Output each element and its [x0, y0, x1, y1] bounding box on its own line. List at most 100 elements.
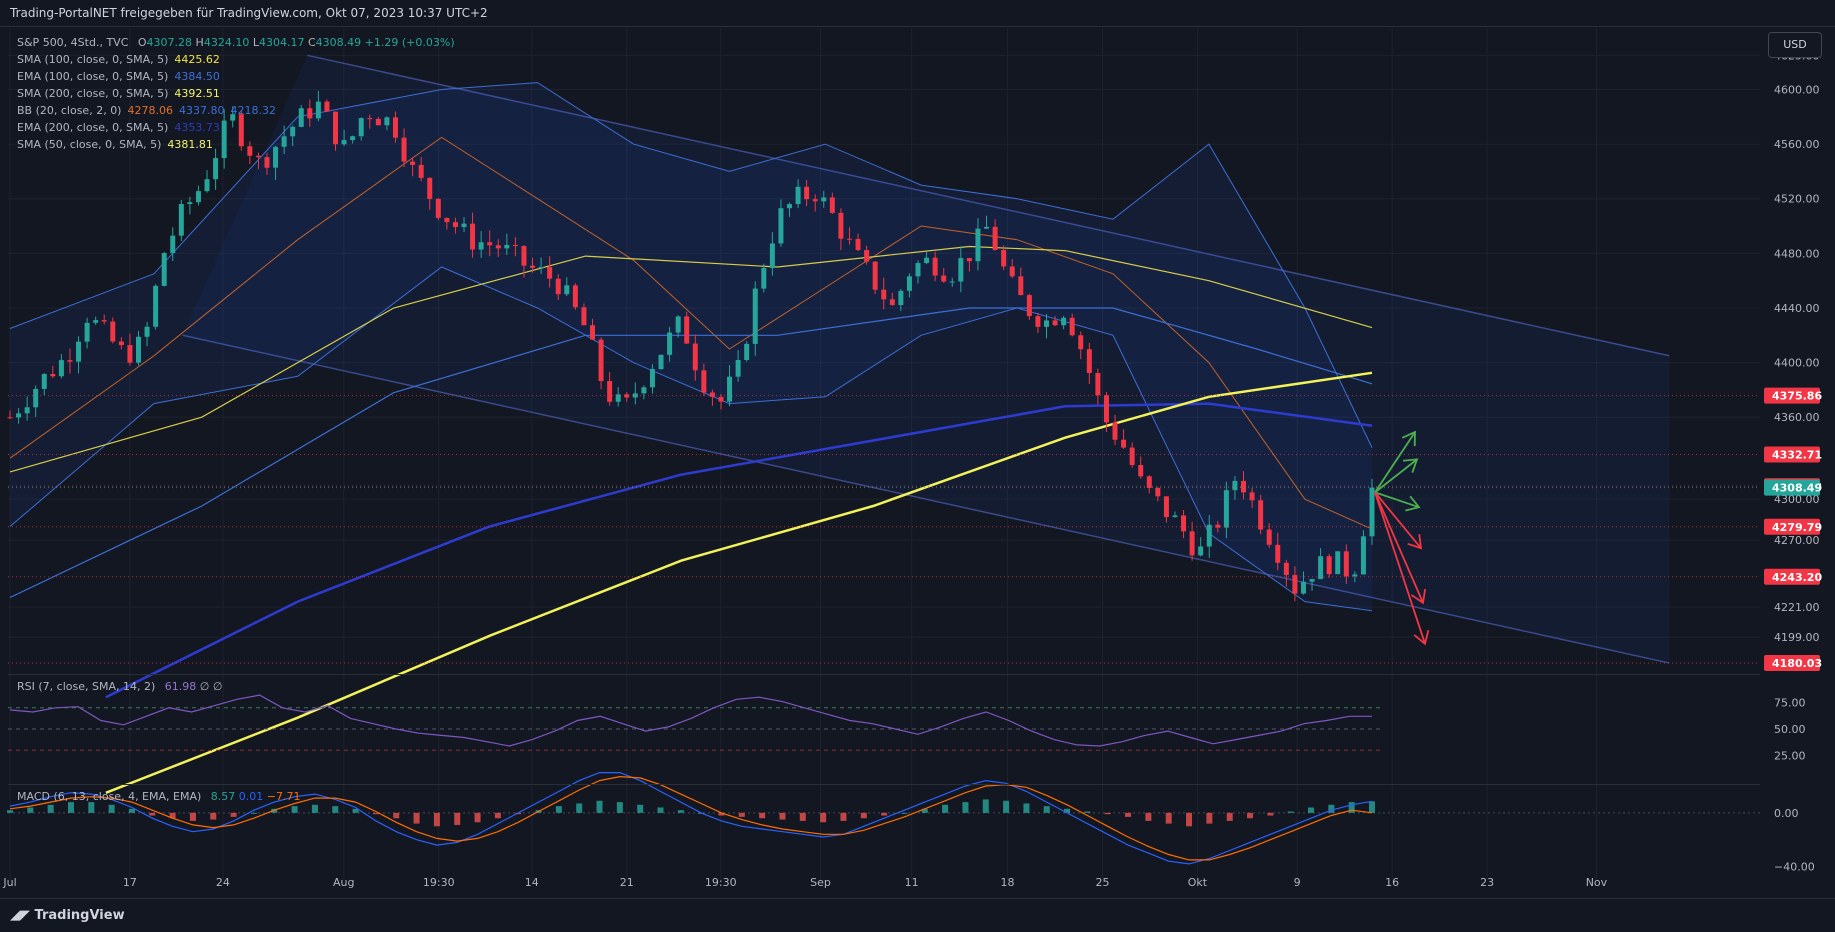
candle-body	[1035, 316, 1041, 327]
macd-histogram-bar	[454, 812, 461, 825]
candle-body	[735, 359, 741, 377]
price-label-text: 4375.86	[1772, 390, 1822, 403]
macd-histogram-bar	[210, 812, 217, 820]
candle-body	[255, 155, 261, 158]
price-axis[interactable]: 4625.004600.004560.004520.004480.004440.…	[1764, 49, 1822, 672]
candle-body	[658, 354, 664, 370]
channel-lower-line	[182, 334, 1670, 664]
time-tick-label: Okt	[1188, 876, 1208, 889]
candle-body	[512, 244, 518, 247]
candle-body	[1001, 249, 1007, 267]
candle-body	[649, 369, 655, 388]
candle-body	[101, 320, 107, 322]
candle-body	[975, 228, 981, 262]
candle-body	[906, 276, 912, 291]
price-tick-label: 4270.00	[1774, 534, 1820, 547]
indicator-lines	[9, 82, 1373, 794]
candle-body	[564, 285, 570, 295]
candle-body	[350, 136, 356, 141]
candle-body	[1292, 575, 1298, 594]
candle-body	[889, 299, 895, 305]
macd-pane-divider	[8, 784, 1760, 785]
candle-body	[221, 120, 227, 159]
candle-body	[1326, 556, 1332, 575]
macd-histogram-bar	[1145, 812, 1152, 821]
macd-histogram-bar	[1348, 802, 1355, 813]
macd-histogram-bar	[169, 812, 176, 819]
candle-body	[1146, 476, 1152, 488]
candle-body	[992, 226, 998, 250]
sma200-line	[105, 371, 1373, 794]
candle-body	[838, 212, 844, 239]
candle-body	[307, 108, 313, 119]
candle-body	[752, 288, 758, 344]
candle-body	[470, 223, 476, 250]
candle-body	[1369, 487, 1375, 537]
time-tick-label: Aug	[333, 876, 354, 889]
macd-histogram-bar	[393, 812, 400, 819]
macd-histogram-bar	[7, 810, 13, 813]
candle-body	[530, 265, 536, 268]
bollinger-fill	[10, 82, 1372, 611]
price-tick-label: 4400.00	[1774, 357, 1820, 370]
tradingview-logo-icon: ◢◤	[10, 908, 30, 923]
time-tick-label: 24	[216, 876, 230, 889]
candle-body	[881, 289, 887, 300]
candle-body	[41, 374, 47, 389]
bollinger-upper-line	[9, 82, 1373, 448]
macd-histogram-bar	[149, 812, 156, 816]
candle-body	[709, 392, 715, 397]
rsi-label[interactable]: RSI (7, close, SMA, 14, 2)	[17, 680, 156, 693]
price-label-text: 4180.03	[1772, 657, 1822, 670]
price-label-text: 4279.79	[1772, 521, 1822, 534]
macd-histogram-bar	[1023, 803, 1030, 813]
time-tick-label: 9	[1294, 876, 1301, 889]
candle-body	[795, 186, 801, 205]
symbol-label[interactable]: S&P 500, 4Std., TVC	[17, 36, 129, 49]
candle-body	[538, 267, 544, 269]
time-axis[interactable]: Jul 17 24 Aug 19:30 14 21 19:30 Sep 11 18 25 Okt 9 16 2…	[2, 876, 1607, 889]
candle-body	[949, 281, 955, 283]
indicator-label: SMA (100, close, 0, SMA, 5)	[17, 53, 169, 66]
candle-body	[804, 186, 810, 200]
macd-histogram-bar	[982, 799, 989, 813]
currency-button[interactable]: USD	[1768, 32, 1822, 58]
candle-body	[684, 316, 690, 344]
rsi-pane: 75.00 50.00 25.00	[8, 694, 1806, 763]
time-tick-label: 17	[123, 876, 137, 889]
indicator-legend-row[interactable]: BB (20, close, 2, 0) 4278.06 4337.80 4218.3…	[17, 102, 455, 119]
candle-body	[384, 117, 390, 126]
bollinger-basis-line	[9, 136, 1373, 530]
candle-body	[744, 343, 750, 360]
indicator-legend-row[interactable]: EMA (200, close, 0, SMA, 5) 4353.73	[17, 119, 455, 136]
candle-body	[1300, 581, 1306, 594]
macd-histogram-bar	[555, 806, 562, 813]
macd-histogram-bar	[291, 806, 298, 813]
candle-body	[418, 164, 424, 178]
indicator-legend-row[interactable]: SMA (200, close, 0, SMA, 5) 4392.51	[17, 85, 455, 102]
price-tick-label: 4520.00	[1774, 193, 1820, 206]
tradingview-logo[interactable]: ◢◤ TradingView	[10, 908, 125, 923]
macd-label[interactable]: MACD (6, 13, close, 4, EMA, EMA)	[17, 790, 202, 803]
macd-histogram-bar	[759, 812, 766, 819]
candle-body	[572, 285, 578, 308]
indicator-value: 4337.80	[178, 104, 225, 117]
price-label-box	[1764, 518, 1820, 535]
candle-body	[624, 394, 630, 398]
candle-body	[84, 322, 90, 342]
candle-body	[410, 161, 416, 165]
candle-body	[589, 325, 595, 340]
price-tick-label: 4440.00	[1774, 302, 1820, 315]
price-tick-label: 4360.00	[1774, 411, 1820, 424]
candle-body	[135, 336, 141, 363]
channel-upper-line	[307, 54, 1670, 357]
candle-body	[76, 341, 82, 362]
indicator-value: 4381.81	[167, 138, 213, 151]
main-legend: S&P 500, 4Std., TVC O4307.28 H4324.10 L4…	[17, 34, 455, 153]
candle-body	[812, 199, 818, 202]
indicator-legend-row[interactable]: EMA (100, close, 0, SMA, 5) 4384.50	[17, 68, 455, 85]
indicator-legend-row[interactable]: SMA (100, close, 0, SMA, 5) 4425.62	[17, 51, 455, 68]
macd-histogram-bar	[881, 812, 888, 816]
indicator-legend-row[interactable]: SMA (50, close, 0, SMA, 5) 4381.81	[17, 136, 455, 153]
